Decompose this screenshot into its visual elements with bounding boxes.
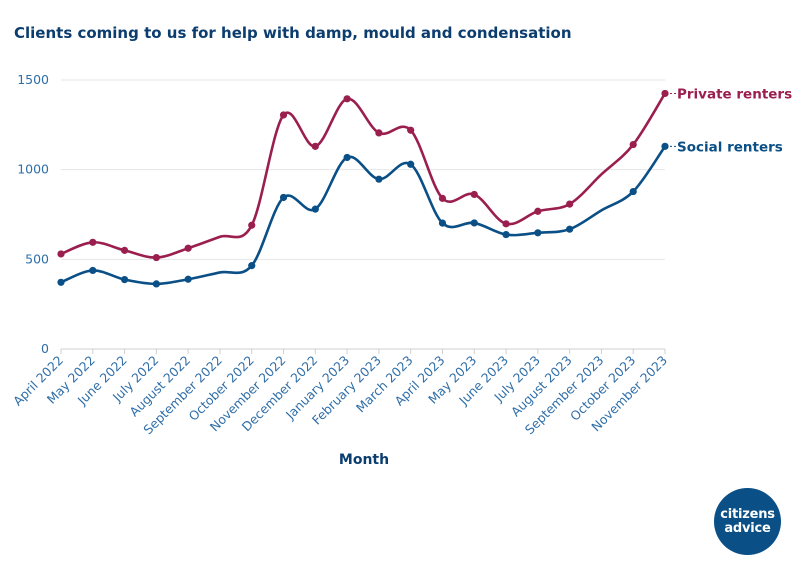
data-point bbox=[343, 153, 351, 162]
data-point bbox=[57, 250, 65, 258]
data-point bbox=[89, 238, 97, 246]
data-point bbox=[534, 207, 542, 215]
data-point bbox=[470, 219, 478, 227]
data-point bbox=[629, 187, 637, 196]
data-point bbox=[375, 175, 383, 183]
data-point bbox=[502, 230, 510, 239]
data-point bbox=[407, 126, 415, 134]
y-tick-label: 1000 bbox=[17, 162, 49, 177]
logo-line-2: advice bbox=[724, 520, 771, 536]
x-axis-title: Month bbox=[339, 452, 389, 468]
series-line-1 bbox=[60, 145, 667, 286]
data-point bbox=[438, 194, 447, 202]
data-point bbox=[534, 229, 542, 237]
data-point bbox=[248, 262, 256, 270]
data-point bbox=[470, 190, 478, 199]
series-line-0 bbox=[60, 92, 667, 259]
y-tick-label: 500 bbox=[25, 251, 49, 266]
data-point bbox=[661, 89, 669, 98]
y-tick-label: 0 bbox=[41, 341, 49, 356]
data-point bbox=[120, 275, 129, 284]
data-point bbox=[566, 200, 574, 208]
y-tick-label: 1500 bbox=[17, 72, 49, 87]
data-point bbox=[152, 253, 160, 262]
data-point bbox=[57, 278, 65, 286]
data-point bbox=[375, 129, 383, 137]
logo-line-1: citizens bbox=[720, 506, 775, 522]
data-point bbox=[311, 205, 319, 213]
data-point bbox=[629, 140, 637, 149]
data-point bbox=[89, 266, 97, 275]
data-point bbox=[502, 220, 510, 228]
data-point bbox=[566, 225, 574, 233]
data-point bbox=[661, 142, 669, 150]
data-point bbox=[343, 95, 351, 103]
data-point bbox=[120, 246, 129, 254]
series: Private renters Social renters bbox=[57, 86, 792, 288]
data-point bbox=[311, 142, 319, 150]
data-point bbox=[279, 111, 288, 119]
data-point bbox=[438, 219, 447, 227]
citizens-advice-logo: citizens advice bbox=[714, 488, 781, 555]
series-label: Social renters bbox=[677, 139, 783, 155]
data-point bbox=[152, 280, 160, 288]
data-point bbox=[407, 160, 415, 168]
series-label: Private renters bbox=[677, 86, 792, 102]
chart-title: Clients coming to us for help with damp,… bbox=[14, 24, 572, 42]
gridlines bbox=[61, 79, 665, 260]
data-point bbox=[279, 193, 288, 202]
data-point bbox=[248, 221, 256, 229]
data-point bbox=[184, 275, 192, 283]
data-point bbox=[184, 244, 192, 252]
